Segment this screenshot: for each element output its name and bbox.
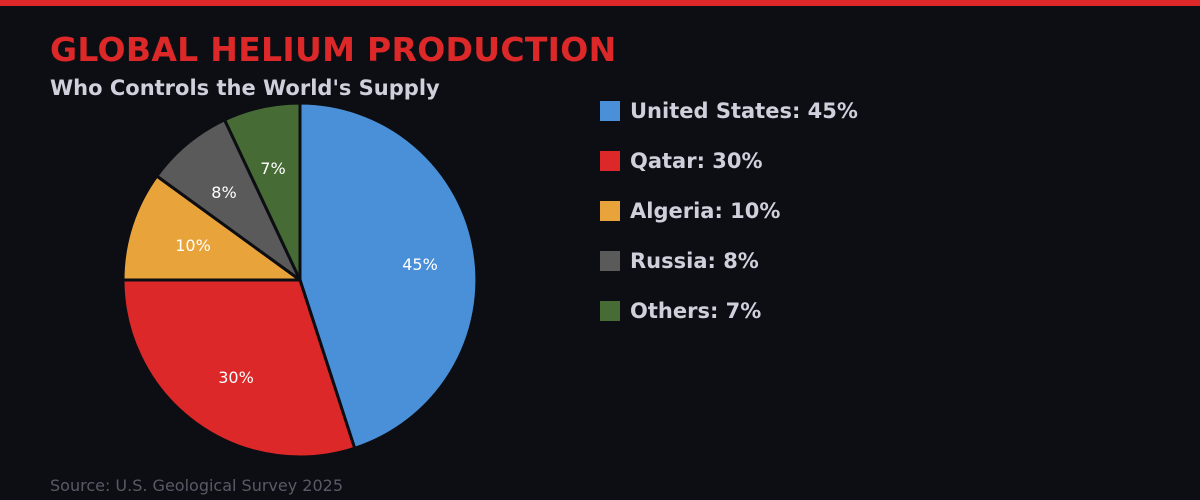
- legend-label: Qatar: 30%: [630, 149, 763, 173]
- legend-item-united-states: United States: 45%: [600, 99, 858, 123]
- pie-slice-qatar: [121, 278, 357, 459]
- legend-swatch-algeria: [600, 201, 620, 221]
- top-accent-bar: [0, 0, 1200, 6]
- legend-item-qatar: Qatar: 30%: [600, 149, 763, 173]
- chart-subtitle: Who Controls the World's Supply: [50, 76, 440, 100]
- slice-label-russia: 8%: [211, 183, 236, 202]
- legend-item-russia: Russia: 8%: [600, 249, 759, 273]
- pie-slice-united-states: [298, 101, 479, 450]
- legend-label: Russia: 8%: [630, 249, 759, 273]
- slice-label-qatar: 30%: [218, 368, 254, 387]
- legend-label: Others: 7%: [630, 299, 762, 323]
- legend-swatch-united-states: [600, 101, 620, 121]
- source-note: Source: U.S. Geological Survey 2025: [50, 476, 344, 495]
- legend-item-algeria: Algeria: 10%: [600, 199, 781, 223]
- pie-slice-algeria: [121, 174, 302, 282]
- slice-label-others: 7%: [260, 159, 285, 178]
- legend-swatch-russia: [600, 251, 620, 271]
- legend-item-others: Others: 7%: [600, 299, 762, 323]
- pie-slice-others: [223, 101, 302, 282]
- slice-label-united-states: 45%: [402, 255, 438, 274]
- legend-label: Algeria: 10%: [630, 199, 781, 223]
- legend-label: United States: 45%: [630, 99, 858, 123]
- legend-swatch-others: [600, 301, 620, 321]
- legend-swatch-qatar: [600, 151, 620, 171]
- chart-title: GLOBAL HELIUM PRODUCTION: [50, 30, 617, 69]
- pie-slice-russia: [155, 118, 302, 282]
- slice-label-algeria: 10%: [175, 236, 211, 255]
